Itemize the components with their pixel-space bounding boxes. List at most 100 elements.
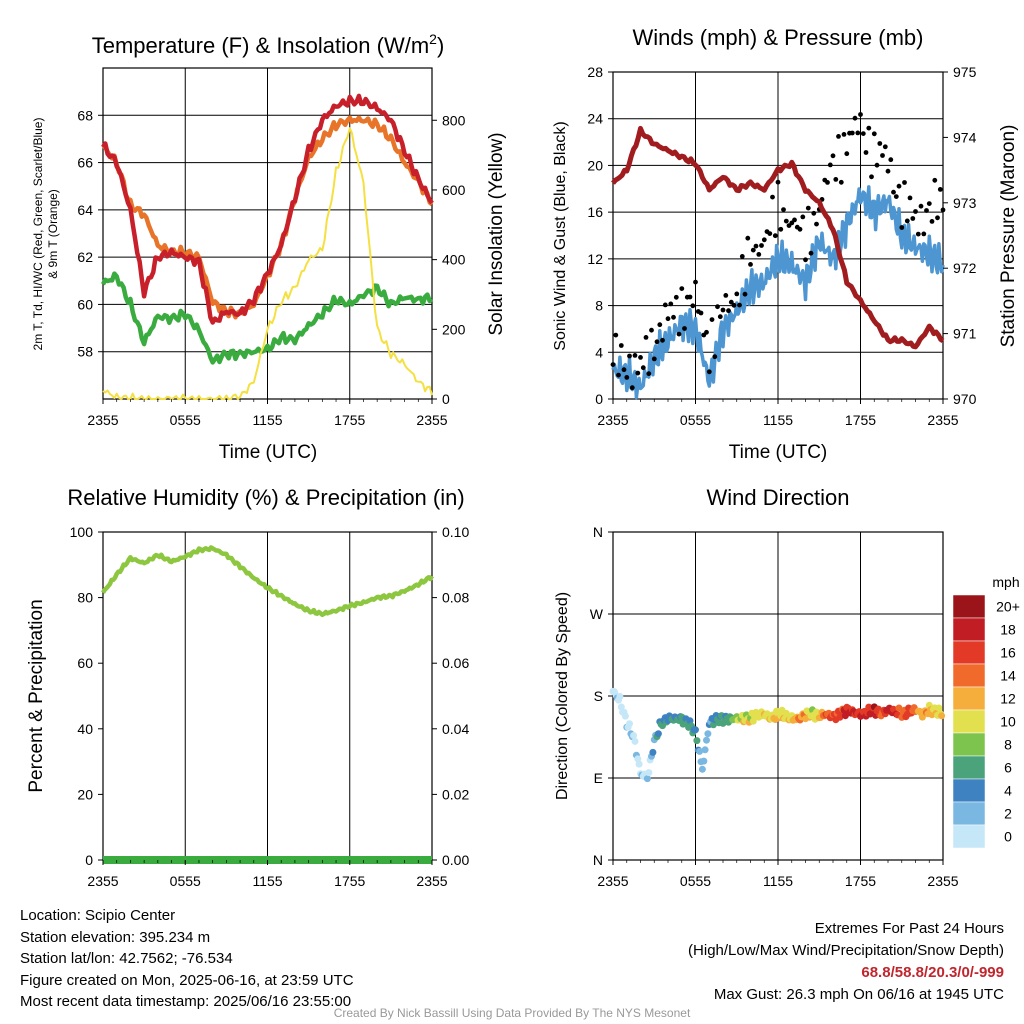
- direction-point: [649, 748, 657, 756]
- y-tick-label: 80: [77, 590, 93, 606]
- gust-point: [613, 332, 619, 338]
- gust-point: [731, 302, 737, 308]
- gust-point: [899, 225, 905, 230]
- winds-panel: 2355 0555 1155 1755 2355 0 4 8 12 16 20 24 28 970 971 9…: [552, 25, 1019, 463]
- x-tick-label: 0555: [170, 412, 201, 428]
- y-tick-label: 20: [587, 157, 603, 173]
- gust-point: [739, 254, 745, 259]
- gust-point: [728, 299, 734, 305]
- y-tick-label: 68: [77, 107, 93, 123]
- gust-point: [825, 180, 830, 185]
- colorbar-swatch: [952, 732, 986, 757]
- y-tick-label: N: [593, 852, 603, 868]
- colorbar-label: 0: [1004, 829, 1012, 845]
- x-tick-label: 1755: [334, 412, 365, 428]
- gust-point: [891, 189, 896, 195]
- y-axis-label-line2: & 9m T (Orange): [46, 189, 60, 279]
- gust-point: [698, 310, 704, 316]
- x-tick-label: 1755: [845, 412, 876, 428]
- gust-point: [849, 130, 855, 136]
- gust-point: [756, 252, 762, 257]
- gust-point: [629, 385, 635, 391]
- station-info: Location: Scipio Center Station elevatio…: [20, 905, 354, 1013]
- chart-title: Winds (mph) & Pressure (mb): [633, 25, 924, 50]
- extremes-info: Extremes For Past 24 Hours (High/Low/Max…: [688, 918, 1004, 1006]
- gust-point: [627, 353, 632, 359]
- gust-point: [913, 209, 918, 214]
- gust-point: [896, 183, 902, 189]
- gust-point: [717, 314, 723, 320]
- gust-point: [673, 294, 679, 300]
- colorbar-swatch: [952, 778, 986, 803]
- x-tick-label: 2355: [416, 412, 447, 428]
- x-axis-label: Time (UTC): [729, 442, 828, 463]
- colorbar-swatch: [952, 594, 986, 619]
- direction-point: [938, 712, 946, 720]
- gust-point: [742, 291, 748, 297]
- gust-point: [888, 157, 894, 163]
- direction-point: [935, 704, 943, 712]
- gust-point: [665, 316, 671, 322]
- x-tick-label: 2355: [416, 873, 447, 889]
- y-right-tick-label: 972: [953, 260, 977, 276]
- colorbar-label: 10: [1000, 714, 1016, 730]
- x-tick-label: 2355: [87, 873, 118, 889]
- wind-speed-line: [611, 185, 945, 400]
- gust-point: [877, 141, 883, 146]
- extremes-title: Extremes For Past 24 Hours: [814, 920, 1004, 937]
- gust-point: [638, 355, 643, 360]
- y-tick-label: 60: [77, 296, 93, 312]
- gust-point: [805, 205, 811, 211]
- y-right-tick-label: 600: [442, 182, 466, 198]
- gust-point: [646, 371, 652, 377]
- gust-point: [932, 177, 938, 183]
- colorbar-swatch: [952, 824, 986, 849]
- gust-point: [676, 331, 682, 337]
- temp-series-line: [102, 127, 433, 400]
- colorbar-label: 8: [1004, 737, 1012, 753]
- y-tick-label: W: [590, 606, 604, 622]
- gust-point: [778, 226, 784, 232]
- x-tick-label: 1155: [763, 873, 793, 889]
- extremes-values: 68.8/58.8/20.3/0/-999: [861, 964, 1004, 981]
- gust-point: [720, 307, 726, 313]
- gust-point: [880, 153, 885, 158]
- y-tick-label: N: [593, 524, 603, 540]
- y-tick-label: 58: [77, 344, 93, 360]
- gust-point: [668, 301, 674, 307]
- gust-point: [929, 219, 935, 224]
- pressure-line: [611, 125, 945, 350]
- title-text: Temperature (F) & Insolation (W/m: [92, 33, 429, 58]
- y-right-tick-label: 974: [953, 129, 977, 145]
- x-tick-label: 1155: [763, 412, 793, 428]
- direction-point: [696, 747, 704, 755]
- direction-point: [698, 765, 706, 773]
- y-right-tick-label: 200: [442, 321, 466, 337]
- gust-point: [745, 235, 751, 241]
- direction-point: [631, 737, 639, 745]
- y-tick-label: 0: [85, 852, 93, 868]
- colorbar-label: 16: [1000, 645, 1016, 661]
- gust-point: [682, 326, 687, 331]
- gust-point: [624, 375, 630, 380]
- x-tick-label: 1155: [252, 412, 282, 428]
- y-axis-label: Percent & Precipitation: [26, 599, 47, 792]
- y-right-tick-label: 0.04: [442, 721, 469, 737]
- y-right-tick-label: 0.02: [442, 786, 469, 802]
- gust-point: [715, 304, 720, 310]
- gust-point: [709, 317, 715, 322]
- direction-point: [621, 712, 629, 720]
- gust-point: [811, 210, 817, 216]
- y-tick-label: 64: [77, 202, 93, 218]
- y-right-tick-label: 0: [442, 391, 450, 407]
- gust-point: [734, 291, 740, 297]
- y-right-tick-label: 971: [953, 326, 977, 342]
- gust-point: [827, 162, 833, 168]
- y-right-axis-label: Solar Insolation (Yellow): [486, 132, 507, 335]
- gust-point: [904, 218, 910, 224]
- gust-point: [704, 329, 709, 335]
- y-axis-label: Direction (Colored By Speed): [554, 592, 571, 800]
- y-right-axis-label: Station Pressure (Maroon): [998, 125, 1019, 348]
- temperature-panel: 2355 0555 1155 1755 2355 58 60 62 64 66 68 0 200 400 6…: [31, 31, 507, 463]
- gust-point: [871, 131, 877, 137]
